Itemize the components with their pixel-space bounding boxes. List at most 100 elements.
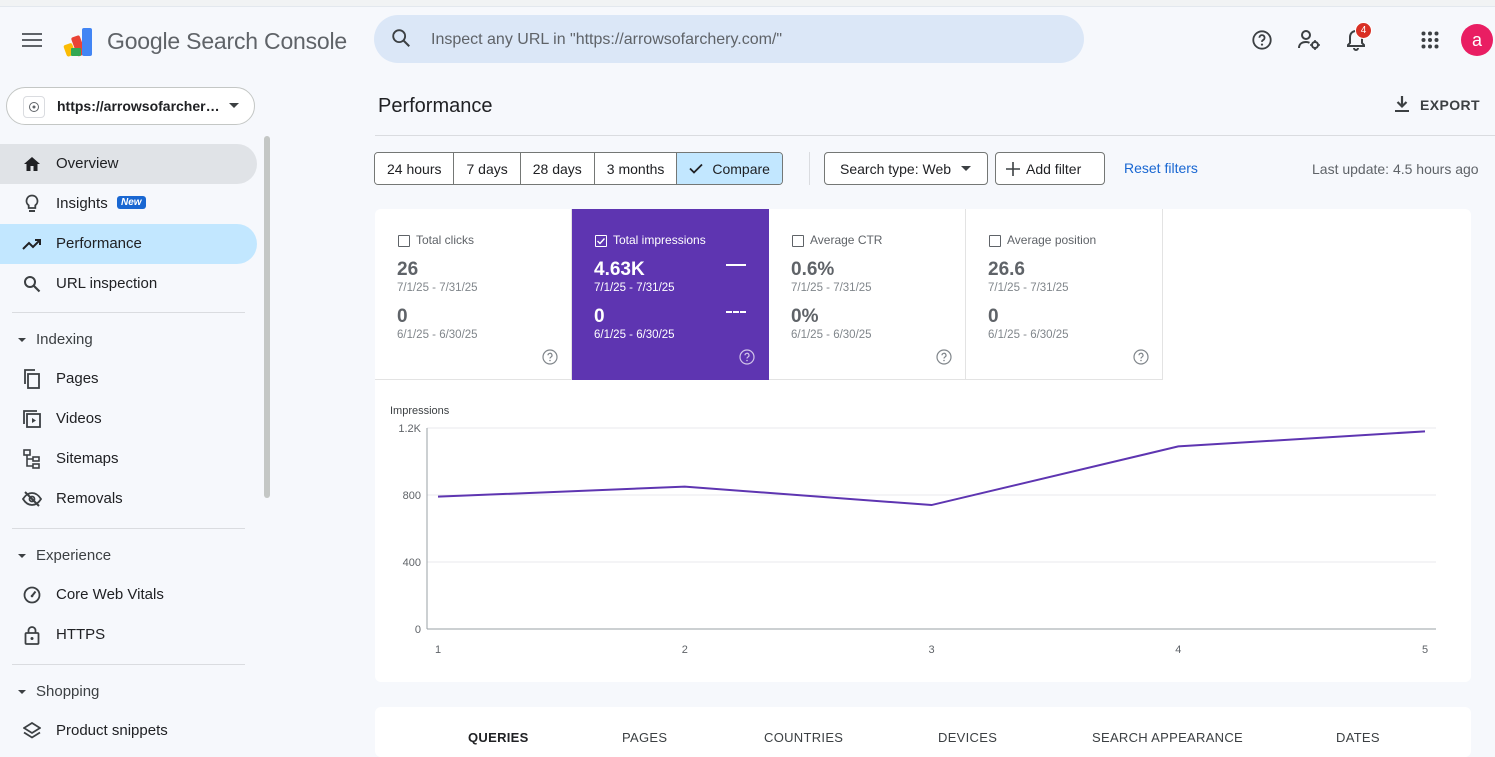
- sidebar-item-url-inspection[interactable]: URL inspection: [0, 264, 257, 304]
- sidebar-divider: [12, 528, 245, 529]
- chart-y-label: Impressions: [390, 405, 449, 417]
- metric-compare-range: 6/1/25 - 6/30/25: [594, 329, 675, 341]
- search-type-filter[interactable]: Search type: Web: [824, 152, 988, 185]
- avatar[interactable]: a: [1461, 24, 1493, 56]
- product-title: Search Console: [186, 28, 347, 54]
- sidebar-divider: [12, 664, 245, 665]
- product-name: Google Search Console: [107, 28, 347, 55]
- x-tick-label: 1: [435, 644, 441, 656]
- caret-down-icon: [17, 684, 27, 702]
- caret-down-icon: [961, 166, 971, 172]
- compare-button[interactable]: Compare: [677, 153, 782, 184]
- checkbox-icon[interactable]: [792, 235, 804, 247]
- app-header: Google Search Console 4 a: [0, 6, 1495, 72]
- metric-average-position[interactable]: Average position 26.6 7/1/25 - 7/31/25 0…: [966, 209, 1163, 380]
- section-label: Shopping: [36, 683, 99, 700]
- range-24-hours-button[interactable]: 24 hours: [375, 153, 454, 184]
- search-type-label: Search type: Web: [840, 161, 951, 177]
- header-divider: [375, 135, 1495, 136]
- metric-value: 26: [397, 259, 418, 281]
- sidebar-item-insights[interactable]: Insights New: [0, 184, 257, 224]
- y-tick-label: 400: [403, 557, 421, 569]
- sidebar-item-removals[interactable]: Removals: [0, 479, 257, 519]
- section-label: Experience: [36, 547, 111, 564]
- metric-average-ctr[interactable]: Average CTR 0.6% 7/1/25 - 7/31/25 0% 6/1…: [769, 209, 966, 380]
- help-icon[interactable]: [1133, 349, 1149, 370]
- help-icon[interactable]: [1248, 26, 1276, 54]
- metric-compare-range: 6/1/25 - 6/30/25: [397, 329, 478, 341]
- sidebar-divider: [12, 312, 245, 313]
- metric-range: 7/1/25 - 7/31/25: [988, 282, 1069, 294]
- add-filter-button[interactable]: Add filter: [995, 152, 1105, 185]
- section-label: Indexing: [36, 331, 93, 348]
- metric-total-impressions[interactable]: Total impressions 4.63K 7/1/25 - 7/31/25…: [572, 209, 769, 380]
- sidebar-item-sitemaps[interactable]: Sitemaps: [0, 439, 257, 479]
- help-icon[interactable]: [739, 349, 755, 370]
- metric-value: 0.6%: [791, 259, 834, 281]
- section-indexing[interactable]: Indexing: [0, 321, 245, 357]
- section-shopping[interactable]: Shopping: [0, 673, 245, 709]
- x-tick-label: 4: [1175, 644, 1181, 656]
- checkbox-checked-icon[interactable]: [595, 235, 607, 247]
- notification-badge: 4: [1355, 22, 1372, 39]
- metric-compare-range: 6/1/25 - 6/30/25: [988, 329, 1069, 341]
- reset-filters-link[interactable]: Reset filters: [1124, 160, 1198, 176]
- caret-down-icon: [17, 548, 27, 566]
- sidebar-item-label: Performance: [56, 235, 142, 252]
- sidebar-item-label: Overview: [56, 155, 119, 172]
- check-icon: [689, 163, 703, 174]
- sidebar-scrollbar[interactable]: [264, 136, 270, 498]
- metric-value: 26.6: [988, 259, 1025, 281]
- sidebar-nav: https://arrowsofarcher… Overview Insight…: [0, 72, 275, 743]
- home-icon: [22, 154, 42, 174]
- range-28-days-button[interactable]: 28 days: [521, 153, 595, 184]
- metric-compare-range: 6/1/25 - 6/30/25: [791, 329, 872, 341]
- sidebar-item-overview[interactable]: Overview: [0, 144, 257, 184]
- metric-range: 7/1/25 - 7/31/25: [594, 282, 675, 294]
- metric-total-clicks[interactable]: Total clicks 26 7/1/25 - 7/31/25 0 6/1/2…: [375, 209, 572, 380]
- property-selector[interactable]: https://arrowsofarcher…: [6, 87, 255, 125]
- main-menu-icon[interactable]: [16, 24, 48, 56]
- export-button[interactable]: EXPORT: [1394, 92, 1484, 118]
- apps-grid-icon[interactable]: [1416, 26, 1444, 54]
- url-inspect-search[interactable]: [374, 15, 1084, 63]
- metric-label: Total impressions: [613, 233, 706, 247]
- y-tick-label: 0: [415, 624, 421, 636]
- sidebar-item-core-web-vitals[interactable]: Core Web Vitals: [0, 575, 257, 615]
- add-filter-label: Add filter: [1026, 161, 1081, 177]
- range-3-months-button[interactable]: 3 months: [595, 153, 678, 184]
- sitemap-icon: [22, 449, 42, 469]
- product-google: Google: [107, 28, 180, 54]
- sidebar-item-videos[interactable]: Videos: [0, 399, 257, 439]
- sidebar-item-label: Videos: [56, 410, 102, 427]
- help-icon[interactable]: [542, 349, 558, 370]
- checkbox-icon[interactable]: [989, 235, 1001, 247]
- checkbox-icon[interactable]: [398, 235, 410, 247]
- new-badge: New: [117, 196, 146, 209]
- solid-line-legend-icon: [726, 264, 746, 266]
- sidebar-item-pages[interactable]: Pages: [0, 359, 257, 399]
- lock-icon: [22, 625, 42, 645]
- sidebar-item-https[interactable]: HTTPS: [0, 615, 257, 655]
- search-input[interactable]: [429, 25, 1063, 55]
- add-icon: [1006, 162, 1020, 176]
- range-7-days-button[interactable]: 7 days: [454, 153, 520, 184]
- metric-compare-value: 0: [397, 306, 408, 328]
- sidebar-item-label: Product snippets: [56, 722, 168, 739]
- sidebar-item-label: Removals: [56, 490, 123, 507]
- section-experience[interactable]: Experience: [0, 537, 245, 573]
- sidebar-item-performance[interactable]: Performance: [0, 224, 257, 264]
- sidebar-item-product-snippets[interactable]: Product snippets: [0, 711, 257, 751]
- sidebar-item-label: Insights: [56, 195, 108, 212]
- dashed-line-legend-icon: [726, 311, 746, 313]
- sidebar-item-label: Sitemaps: [56, 450, 119, 467]
- page-title: Performance: [378, 95, 493, 118]
- lightbulb-icon: [22, 194, 42, 214]
- help-icon[interactable]: [936, 349, 952, 370]
- metric-compare-value: 0%: [791, 306, 818, 328]
- metric-compare-value: 0: [988, 306, 999, 328]
- range-label: Compare: [712, 161, 770, 177]
- sidebar-item-label: Pages: [56, 370, 99, 387]
- account-settings-icon[interactable]: [1295, 26, 1323, 54]
- notifications-icon[interactable]: 4: [1342, 26, 1370, 54]
